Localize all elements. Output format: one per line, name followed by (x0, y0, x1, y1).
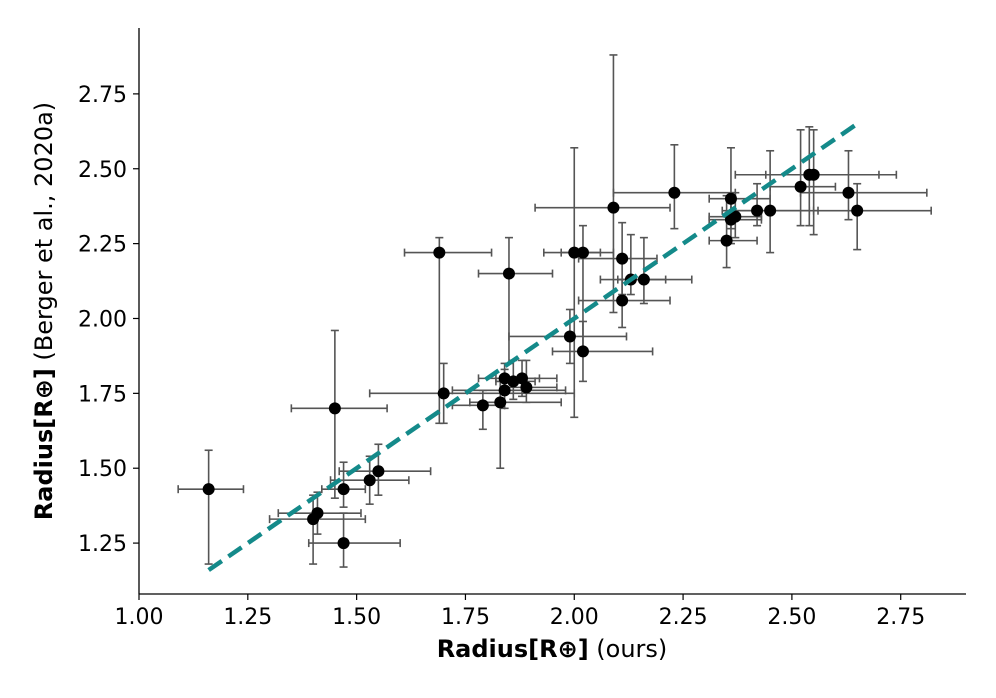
data-point (724, 192, 737, 205)
data-point (476, 399, 489, 412)
data-point (729, 210, 742, 223)
data-point (516, 372, 529, 385)
y-tick-label: 2.50 (78, 158, 127, 183)
data-point (637, 273, 650, 286)
x-ticks: 1.00 1.25 1.50 1.75 2.00 2.25 2.50 2.75 (115, 594, 925, 630)
data-points (202, 168, 864, 550)
y-tick-label: 1.50 (78, 457, 127, 482)
data-point (337, 537, 350, 550)
data-point (568, 246, 581, 259)
data-point (328, 402, 341, 415)
data-point (372, 465, 385, 478)
data-point (563, 330, 576, 343)
data-point (751, 204, 764, 217)
data-point (842, 186, 855, 199)
data-point (607, 201, 620, 214)
x-tick-label: 2.50 (767, 605, 816, 630)
data-point (494, 396, 507, 409)
y-axis-label: Radius[R⊕] (Berger et al., 2020a) (30, 102, 58, 520)
data-point (337, 483, 350, 496)
y-tick-label: 1.25 (78, 532, 127, 557)
x-axis-label: Radius[R⊕] (ours) (437, 635, 668, 663)
y-tick-label: 1.75 (78, 382, 127, 407)
y-tick-label: 2.75 (78, 83, 127, 108)
data-point (437, 387, 450, 400)
data-point (668, 186, 681, 199)
data-point (851, 204, 864, 217)
x-tick-label: 1.00 (115, 605, 164, 630)
data-point (616, 294, 629, 307)
x-tick-label: 2.25 (659, 605, 708, 630)
y-ticks: 1.25 1.50 1.75 2.00 2.25 2.50 2.75 (78, 83, 139, 557)
y-tick-label: 2.00 (78, 307, 127, 332)
fit-line-group (207, 121, 859, 572)
data-point (616, 252, 629, 265)
data-point (502, 267, 515, 280)
data-point (363, 474, 376, 487)
error-bars (177, 54, 932, 568)
fit-line (207, 121, 859, 572)
data-point (576, 246, 589, 259)
x-tick-label: 1.75 (441, 605, 490, 630)
data-point (498, 384, 511, 397)
data-point (202, 483, 215, 496)
x-tick-label: 1.25 (223, 605, 272, 630)
data-point (520, 381, 533, 394)
y-tick-label: 2.25 (78, 233, 127, 258)
data-point (764, 204, 777, 217)
data-point (794, 180, 807, 193)
x-tick-label: 1.50 (332, 605, 381, 630)
data-point (311, 507, 324, 520)
x-tick-label: 2.75 (876, 605, 925, 630)
axes (138, 28, 966, 595)
data-point (807, 168, 820, 181)
data-point (576, 345, 589, 358)
x-tick-label: 2.00 (550, 605, 599, 630)
data-point (720, 234, 733, 247)
data-point (433, 246, 446, 259)
